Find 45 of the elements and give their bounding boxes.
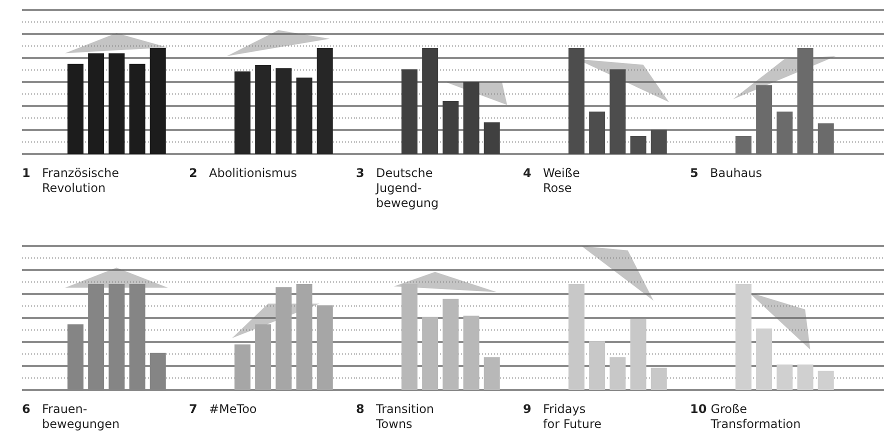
- bar: [401, 69, 418, 154]
- bar: [610, 69, 626, 154]
- bar: [463, 316, 480, 390]
- bar: [589, 341, 606, 390]
- bar: [442, 298, 459, 390]
- bar: [650, 368, 667, 390]
- bar: [776, 364, 793, 390]
- text: 1 Französische Revolution: [22, 166, 119, 196]
- bar: [401, 284, 418, 390]
- bar: [422, 316, 438, 390]
- bar: [568, 284, 584, 390]
- bar: [316, 48, 333, 154]
- text: 2 Abolitionismus: [189, 166, 297, 181]
- bar: [276, 287, 292, 390]
- text: 8 Transition Towns: [356, 402, 434, 432]
- bar: [735, 284, 752, 390]
- text: 6 Frauen- bewegungen: [22, 402, 120, 432]
- bar: [255, 64, 272, 154]
- text: 9 Fridays for Future: [523, 402, 602, 432]
- bar: [484, 122, 500, 154]
- bar: [818, 370, 834, 390]
- bar: [630, 318, 646, 390]
- bar: [463, 82, 480, 154]
- bar: [484, 357, 500, 390]
- bar: [650, 130, 667, 154]
- bar: [797, 364, 814, 390]
- bar: [589, 112, 606, 154]
- bar: [422, 48, 438, 154]
- text: 5 Bauhaus: [690, 166, 762, 181]
- bar: [234, 344, 250, 390]
- bar: [630, 136, 646, 154]
- text: 3 Deutsche Jugend- bewegung: [356, 166, 439, 211]
- bar: [610, 357, 626, 390]
- bar: [316, 305, 333, 390]
- bar: [756, 328, 772, 390]
- text: 10 Große Transformation: [690, 402, 801, 432]
- text: 7 #MeToo: [189, 402, 257, 417]
- bar: [568, 48, 584, 154]
- bar: [296, 284, 312, 390]
- bar: [276, 68, 292, 154]
- bar: [255, 324, 272, 390]
- text: 4 Weiße Rose: [523, 166, 580, 196]
- bar: [296, 78, 312, 154]
- bar: [442, 101, 459, 154]
- bar: [234, 71, 250, 154]
